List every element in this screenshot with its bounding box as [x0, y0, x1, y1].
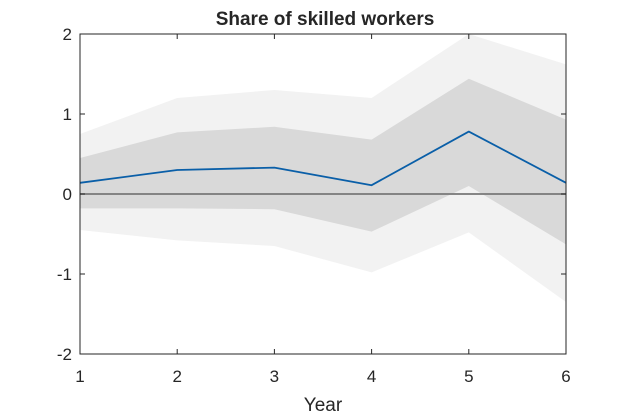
chart-title: Share of skilled workers — [216, 9, 435, 30]
x-tick-label: 4 — [367, 367, 376, 386]
y-tick-label: -1 — [57, 265, 72, 284]
y-tick-label: 2 — [63, 25, 72, 44]
axes — [79, 33, 567, 355]
x-tick-label: 3 — [270, 367, 279, 386]
series-lines — [79, 130, 567, 195]
y-tick-label: -2 — [57, 345, 72, 364]
x-tick-label: 6 — [561, 367, 570, 386]
inner-confidence-band — [80, 78, 566, 245]
y-tick-label: 1 — [63, 105, 72, 124]
confidence-bands — [80, 34, 566, 302]
x-axis-label: Year — [304, 395, 343, 416]
estimate-line — [79, 130, 567, 187]
x-tick-label: 1 — [75, 367, 84, 386]
x-tick-label: 5 — [464, 367, 473, 386]
tick-labels: 1 2 3 4 5 6 -2 -1 0 1 2 — [57, 25, 571, 386]
y-tick-label: 0 — [63, 185, 72, 204]
x-tick-label: 2 — [172, 367, 181, 386]
